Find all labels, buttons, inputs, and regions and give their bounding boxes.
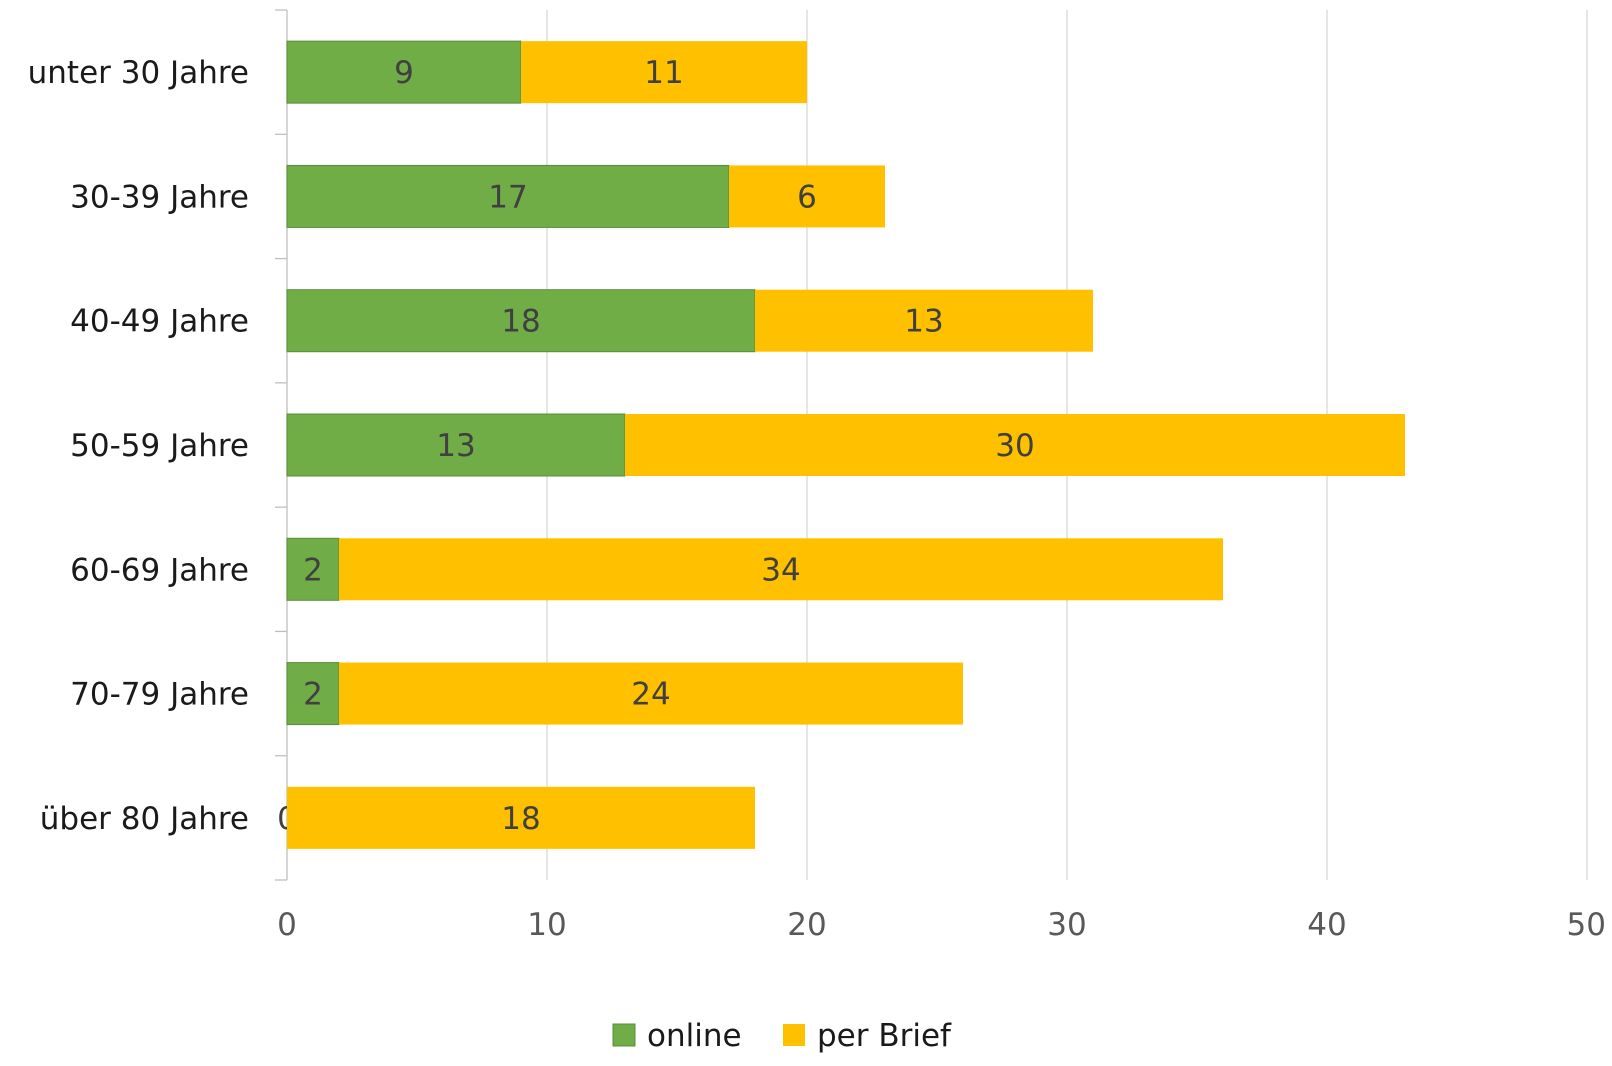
data-label: 18 [501,801,540,837]
data-label: 13 [436,428,475,464]
category-label: unter 30 Jahre [28,55,249,91]
bar-per-brief-2 [755,289,1093,352]
bar-online-1 [286,164,730,228]
category-label: 60-69 Jahre [70,552,249,588]
bars: 91117618131330234224018 [277,40,1405,849]
data-label: 11 [644,55,683,91]
x-tick-label: 10 [527,907,566,943]
legend: online per Brief [612,1018,952,1054]
x-tick-label: 50 [1567,907,1606,943]
bar-online-5 [286,662,340,726]
x-tick-label: 20 [787,907,826,943]
data-label: 2 [303,677,323,713]
category-label: 30-39 Jahre [70,179,249,215]
bar-per-brief-0 [521,41,807,104]
category-labels: unter 30 Jahre 30-39 Jahre 40-49 Jahre 50-5… [28,55,249,837]
data-label: 30 [995,428,1034,464]
data-label: 24 [631,677,670,713]
bar-per-brief-5 [339,662,963,725]
bar-per-brief-4 [339,538,1223,601]
legend-label: per Brief [817,1018,952,1054]
data-label: 6 [797,179,817,215]
bar-per-brief-6 [287,786,755,849]
data-label: 9 [394,55,414,91]
x-tick-label: 30 [1047,907,1086,943]
legend-label: online [647,1018,742,1054]
data-label: 2 [303,552,323,588]
data-label: 13 [904,304,943,340]
x-tick-labels: 0 10 20 30 40 50 [277,907,1606,943]
bar-online-2 [286,289,756,353]
x-tick-label: 0 [277,907,297,943]
category-label: 70-79 Jahre [70,677,249,713]
category-label: 50-59 Jahre [70,428,249,464]
data-label: 17 [488,179,527,215]
data-label: 34 [761,552,800,588]
category-label: 40-49 Jahre [70,304,249,340]
x-tick-label: 40 [1307,907,1346,943]
bar-per-brief-3 [625,414,1405,476]
bar-online-3 [286,413,626,477]
legend-swatch [612,1023,636,1047]
category-label: über 80 Jahre [40,801,249,837]
legend-swatch [783,1024,805,1046]
bar-per-brief-1 [729,165,885,228]
data-label: 18 [501,304,540,340]
